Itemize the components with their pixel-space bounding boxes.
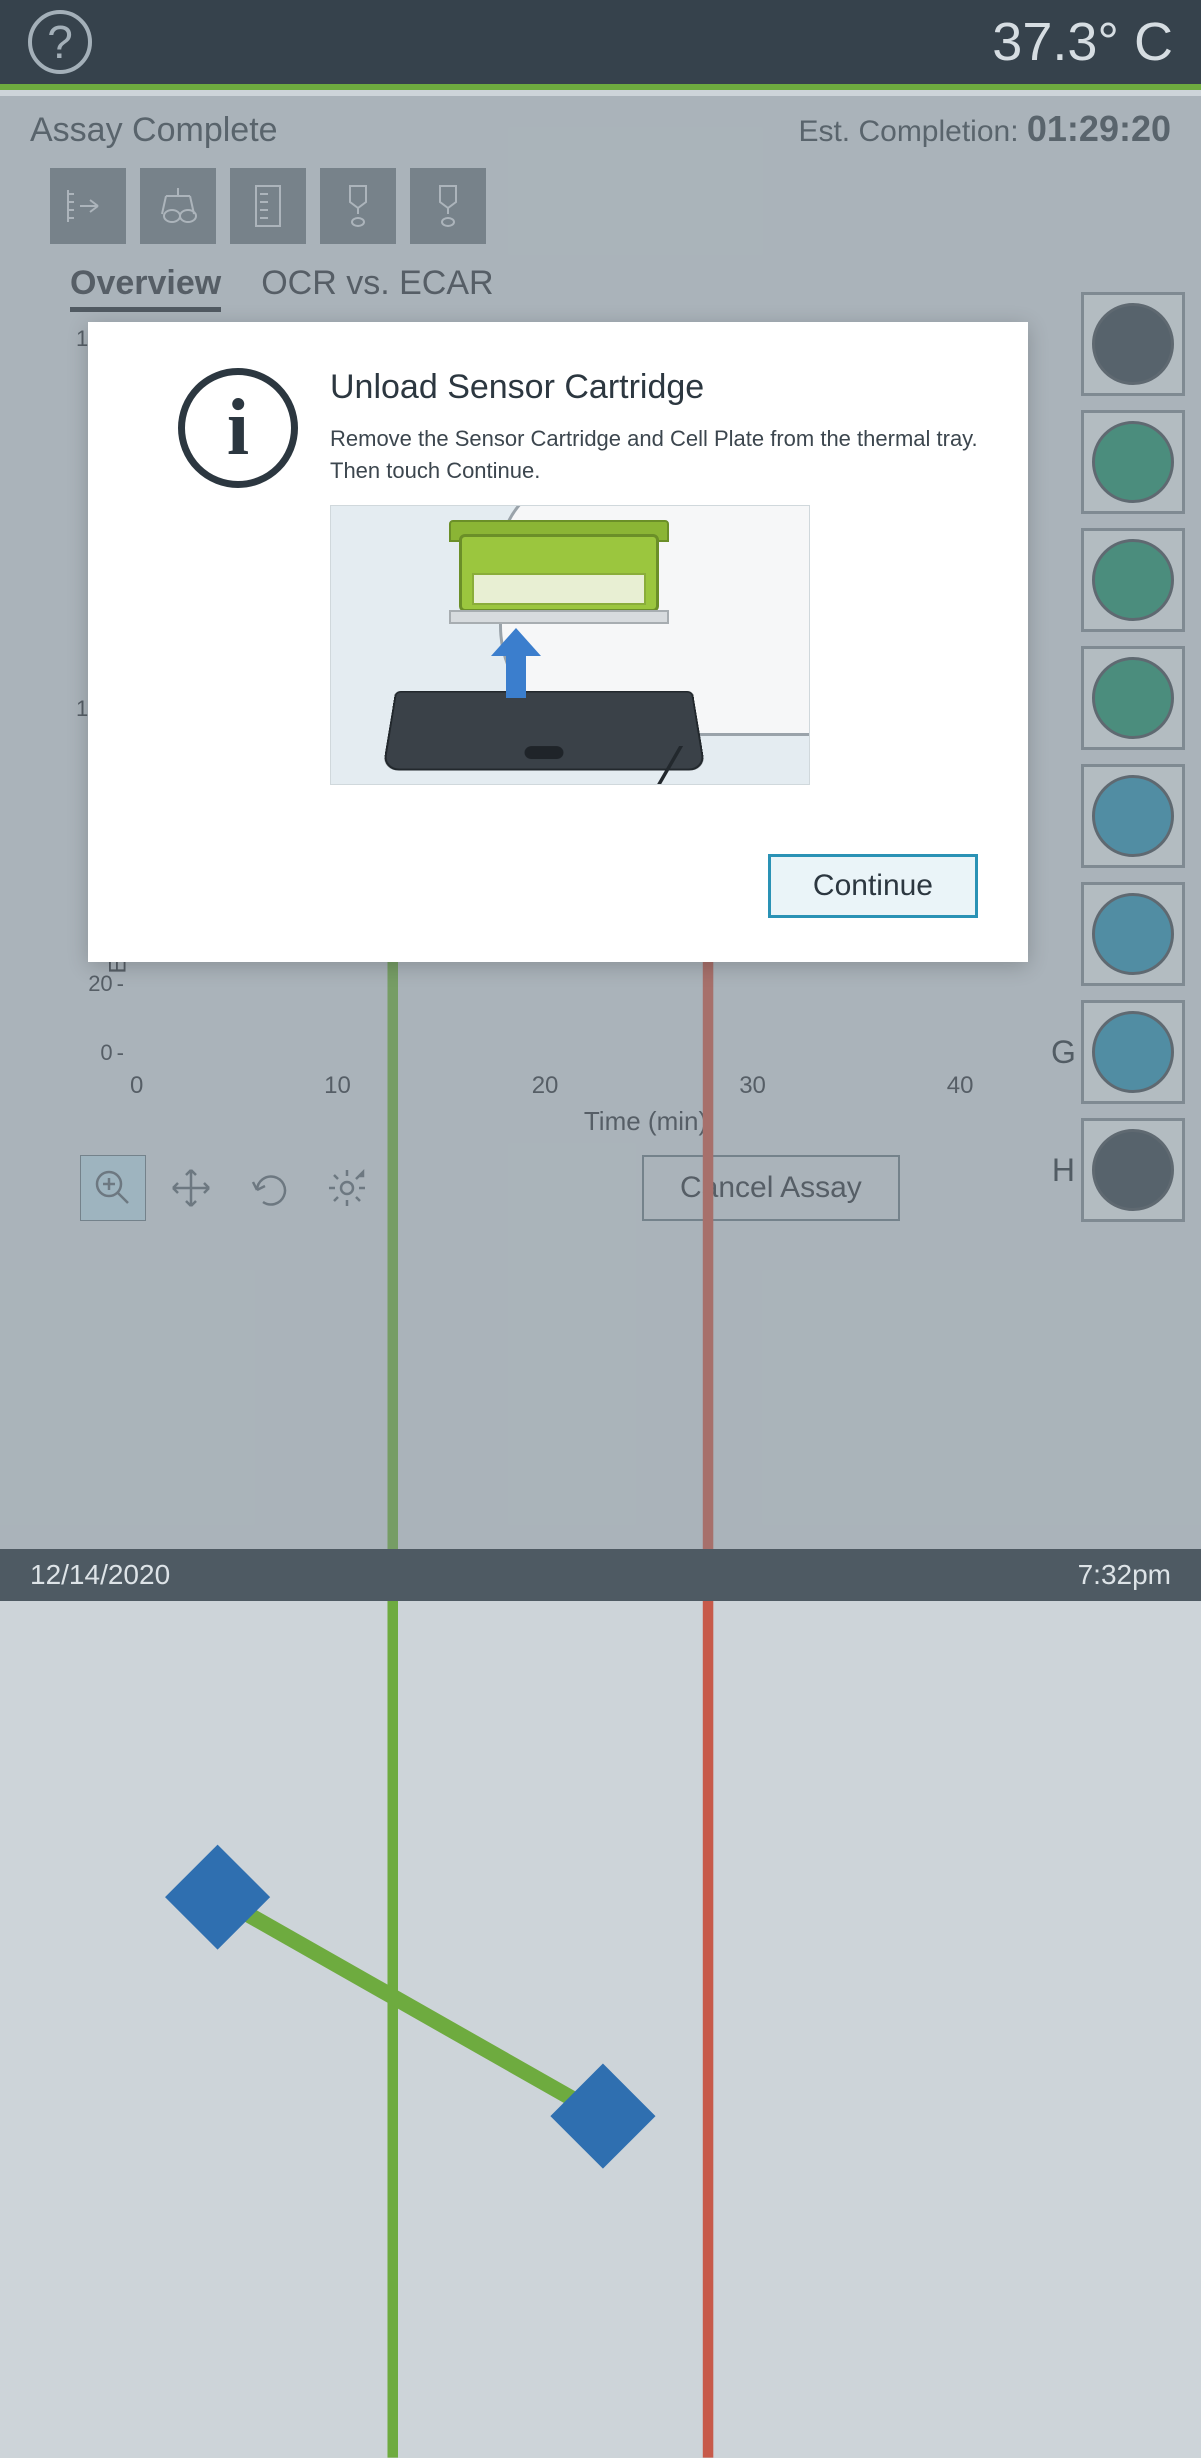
well-button[interactable] [1081,646,1185,750]
well-row: H [1051,1118,1185,1222]
well-row: G [1051,1000,1185,1104]
well-button[interactable] [1081,1000,1185,1104]
well-row [1051,646,1185,750]
well-button[interactable] [1081,764,1185,868]
info-icon: i [178,368,298,488]
temperature-readout: 37.3° C [992,11,1173,73]
continue-button[interactable]: Continue [768,854,978,918]
unload-cartridge-dialog: i Unload Sensor Cartridge Remove the Sen… [88,322,1028,962]
dialog-illustration [330,505,810,785]
well-dot [1092,421,1174,503]
well-letter: G [1051,1034,1075,1071]
step-inject-a-icon[interactable] [320,168,396,244]
well-dot [1092,1129,1174,1211]
step-equilibrate-icon[interactable] [140,168,216,244]
well-dot [1092,657,1174,739]
arrow-up-icon [491,628,541,698]
well-button[interactable] [1081,410,1185,514]
footer-bar: 12/14/2020 7:32pm [0,1549,1201,1601]
completion-label: Est. Completion: [798,115,1026,148]
step-toolbar [0,160,1201,264]
well-sidebar: GH [1051,292,1185,1222]
well-dot [1092,893,1174,975]
tab-overview[interactable]: Overview [70,264,221,312]
well-row [1051,882,1185,986]
footer-date: 12/14/2020 [30,1559,170,1591]
step-baseline-icon[interactable] [230,168,306,244]
dialog-body: Remove the Sensor Cartridge and Cell Pla… [330,423,988,487]
completion-time: 01:29:20 [1027,108,1171,149]
well-dot [1092,539,1174,621]
well-row [1051,410,1185,514]
help-icon[interactable]: ? [28,10,92,74]
well-row [1051,528,1185,632]
well-row [1051,292,1185,396]
well-dot [1092,303,1174,385]
step-inject-b-icon[interactable] [410,168,486,244]
well-dot [1092,1011,1174,1093]
well-row [1051,764,1185,868]
top-bar: ? 37.3° C [0,0,1201,90]
tab-ocr-vs-ecar[interactable]: OCR vs. ECAR [261,264,493,312]
completion-estimate: Est. Completion: 01:29:20 [798,108,1171,150]
ytick: 20 [74,971,124,997]
footer-time: 7:32pm [1078,1559,1171,1591]
well-dot [1092,775,1174,857]
well-button[interactable] [1081,1118,1185,1222]
well-button[interactable] [1081,292,1185,396]
assay-status: Assay Complete [30,111,278,150]
well-button[interactable] [1081,528,1185,632]
well-letter: H [1051,1152,1075,1189]
dialog-title: Unload Sensor Cartridge [330,368,988,407]
status-row: Assay Complete Est. Completion: 01:29:20 [0,90,1201,160]
chart-tabs: Overview OCR vs. ECAR [0,264,1201,316]
well-button[interactable] [1081,882,1185,986]
step-calibrate-icon[interactable] [50,168,126,244]
ytick: 0 [74,1040,124,1066]
